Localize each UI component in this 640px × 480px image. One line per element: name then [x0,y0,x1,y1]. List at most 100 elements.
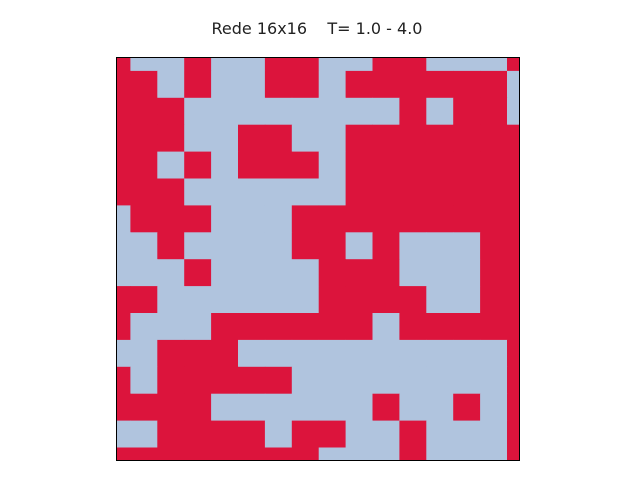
lattice-cell-r15-c3 [184,447,212,461]
lattice-cell-r2-c7 [291,97,320,126]
lattice-cell-r0-c7 [291,58,320,72]
lattice-cell-r0-c9 [345,58,373,72]
lattice-cell-r5-c14 [480,178,508,206]
chart-title: Rede 16x16 T= 1.0 - 4.0 [212,19,423,38]
lattice-cell-r12-c5 [238,366,266,395]
lattice-cell-r13-c7 [291,393,320,421]
lattice-cell-r0-c3 [184,58,212,72]
lattice-cell-r11-c14 [480,339,508,368]
lattice-cell-r4-c10 [372,151,400,179]
lattice-cell-r7-c6 [264,232,293,260]
lattice-cell-r0-c6 [264,58,293,72]
plot-frame [116,57,520,461]
lattice-cell-r2-c6 [264,97,293,126]
lattice-cell-r3-c3 [184,124,212,152]
lattice-cell-r13-c6 [264,393,293,421]
lattice-cell-r7-c5 [238,232,266,260]
lattice-cell-r0-c15 [507,58,520,72]
lattice-cell-r11-c2 [157,339,185,368]
lattice-cell-r8-c14 [480,259,508,287]
lattice-cell-r4-c4 [211,151,239,179]
lattice-cell-r0-c10 [372,58,400,72]
lattice-cell-r8-c12 [426,259,454,287]
lattice-cell-r4-c15 [507,151,520,179]
lattice-cell-r9-c5 [238,286,266,314]
lattice-cell-r10-c13 [453,313,481,341]
lattice-cell-r3-c14 [480,124,508,152]
lattice-cell-r10-c2 [157,313,185,341]
lattice-cells [117,58,520,461]
lattice-cell-r6-c15 [507,205,520,233]
lattice-cell-r1-c3 [184,70,212,99]
lattice-cell-r5-c6 [264,178,293,206]
lattice-cell-r11-c0 [117,339,131,368]
lattice-cell-r0-c13 [453,58,481,72]
lattice-cell-r4-c14 [480,151,508,179]
lattice-cell-r15-c5 [238,447,266,461]
lattice-cell-r9-c9 [345,286,373,314]
lattice-cell-r5-c2 [157,178,185,206]
lattice-cell-r9-c1 [130,286,158,314]
lattice-cell-r12-c4 [211,366,239,395]
lattice-cell-r10-c15 [507,313,520,341]
lattice-cell-r15-c0 [117,447,131,461]
lattice-cell-r9-c13 [453,286,481,314]
lattice-cell-r10-c11 [399,313,427,341]
lattice-cell-r1-c15 [507,70,520,99]
lattice-cell-r7-c8 [318,232,346,260]
lattice-cell-r7-c4 [211,232,239,260]
lattice-cell-r14-c10 [372,420,400,448]
lattice-cell-r2-c3 [184,97,212,126]
lattice-cell-r5-c5 [238,178,266,206]
lattice-cell-r6-c5 [238,205,266,233]
lattice-cell-r8-c7 [291,259,320,287]
lattice-cell-r7-c15 [507,232,520,260]
lattice-cell-r3-c4 [211,124,239,152]
lattice-cell-r13-c10 [372,393,400,421]
lattice-cell-r1-c4 [211,70,239,99]
lattice-cell-r2-c10 [372,97,400,126]
lattice-cell-r14-c7 [291,420,320,448]
lattice-cell-r2-c14 [480,97,508,126]
lattice-cell-r4-c2 [157,151,185,179]
lattice-cell-r8-c5 [238,259,266,287]
lattice-cell-r13-c3 [184,393,212,421]
lattice-cell-r14-c15 [507,420,520,448]
lattice-cell-r15-c2 [157,447,185,461]
lattice-cell-r9-c12 [426,286,454,314]
lattice-cell-r12-c7 [291,366,320,395]
lattice-cell-r9-c10 [372,286,400,314]
lattice-cell-r1-c10 [372,70,400,99]
lattice-cell-r1-c14 [480,70,508,99]
lattice-cell-r3-c11 [399,124,427,152]
lattice-cell-r14-c9 [345,420,373,448]
lattice-cell-r13-c1 [130,393,158,421]
lattice-cell-r7-c10 [372,232,400,260]
lattice-cell-r8-c15 [507,259,520,287]
lattice-cell-r12-c12 [426,366,454,395]
lattice-cell-r6-c0 [117,205,131,233]
lattice-cell-r14-c5 [238,420,266,448]
lattice-cell-r12-c11 [399,366,427,395]
lattice-cell-r11-c1 [130,339,158,368]
lattice-cell-r6-c4 [211,205,239,233]
lattice-cell-r14-c6 [264,420,293,448]
lattice-cell-r15-c14 [480,447,508,461]
lattice-cell-r10-c1 [130,313,158,341]
lattice-cell-r6-c1 [130,205,158,233]
lattice-cell-r9-c0 [117,286,131,314]
lattice-cell-r2-c0 [117,97,131,126]
lattice-cell-r13-c12 [426,393,454,421]
lattice-cell-r3-c1 [130,124,158,152]
lattice-cell-r15-c8 [318,447,346,461]
lattice-cell-r4-c8 [318,151,346,179]
lattice-cell-r0-c4 [211,58,239,72]
lattice-cell-r15-c9 [345,447,373,461]
lattice-cell-r7-c7 [291,232,320,260]
lattice-cell-r7-c0 [117,232,131,260]
lattice-cell-r7-c9 [345,232,373,260]
lattice-cell-r6-c10 [372,205,400,233]
lattice-cell-r4-c13 [453,151,481,179]
lattice-cell-r2-c1 [130,97,158,126]
lattice-cell-r9-c3 [184,286,212,314]
